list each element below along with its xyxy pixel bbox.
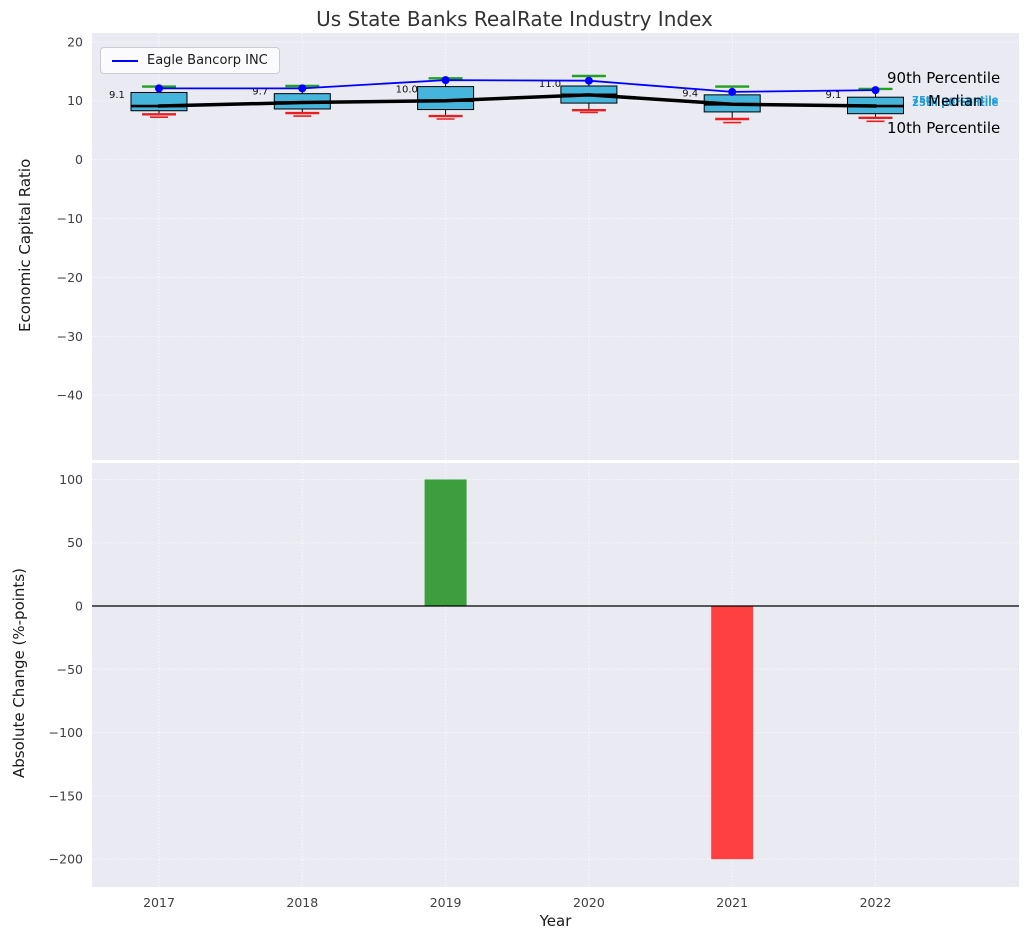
median-value-label: 11.0 [539,79,561,90]
annotation-10th-percentile: 10th Percentile [887,119,1001,137]
x-tick-label: 2018 [286,895,318,910]
median-value-label: 9.1 [826,90,842,101]
median-value-label: 9.1 [109,90,125,101]
y-tick-label: −100 [49,725,83,740]
x-tick-label: 2021 [716,895,748,910]
median-value-label: 9.4 [682,88,698,99]
box-2017 [130,91,188,112]
y-tick-label: 100 [59,472,83,487]
eagle-bancorp-marker [441,76,450,85]
y-tick-label: 50 [67,535,83,550]
y-tick-label: 0 [75,152,83,167]
y-tick-label: −40 [57,388,83,403]
annotation-25th-percentile: 25th percentile [912,98,999,109]
panel-background [92,463,1019,887]
change-bar-2021 [711,606,754,860]
legend-line-sample [112,59,138,62]
eagle-bancorp-marker [298,84,307,93]
y-tick-label: −150 [49,788,83,803]
median-value-label: 9.7 [252,86,268,97]
y-tick-label: −20 [57,270,83,285]
bottom-y-axis-label: Absolute Change (%-points) [10,568,28,778]
median-series-line [157,93,878,108]
y-tick-label: −50 [57,662,83,677]
box-2019 [417,86,475,111]
eagle-bancorp-marker [871,86,880,95]
annotation-75th-percentile: 75th percentile [912,95,999,106]
annotation-median: Median [928,92,983,110]
legend-label: Eagle Bancorp INC [147,53,268,68]
eagle-bancorp-marker [155,84,163,93]
x-tick-label: 2022 [860,895,892,910]
x-axis-label: Year [539,912,572,930]
eagle-bancorp-marker [584,76,593,85]
legend: Eagle Bancorp INC [100,47,280,74]
y-tick-label: −10 [57,211,83,226]
x-tick-label: 2017 [143,895,175,910]
y-tick-label: −30 [57,329,83,344]
median-value-label: 10.0 [396,85,418,96]
eagle-bancorp-line [159,79,876,93]
y-tick-label: −200 [49,852,83,867]
top-y-axis-label: Economic Capital Ratio [16,158,34,332]
annotation-90th-percentile: 90th Percentile [887,69,1001,87]
y-tick-label: 10 [67,93,83,108]
y-tick-label: 20 [67,34,83,49]
y-tick-label: 0 [75,599,83,614]
x-tick-label: 2020 [573,895,605,910]
x-tick-label: 2019 [430,895,462,910]
eagle-bancorp-marker [728,87,737,96]
change-bar-2019 [424,479,467,607]
chart-title: Us State Banks RealRate Industry Index [316,7,713,31]
